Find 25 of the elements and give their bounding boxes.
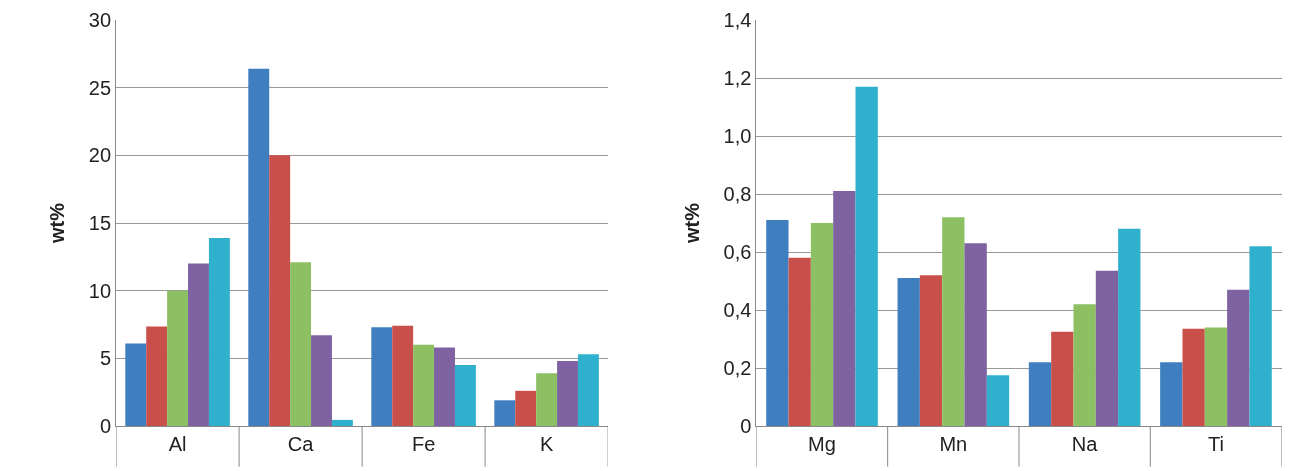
y-tick-label: 0,4 [723, 299, 752, 321]
x-tick-label: Fe [411, 433, 436, 455]
y-tick-label: 1,0 [723, 125, 752, 147]
y-tick-label: 1,2 [723, 67, 752, 89]
y-tick-label: 1,4 [723, 9, 752, 31]
y-tick-label: 5 [99, 347, 112, 370]
x-tick-label: Al [168, 433, 187, 455]
y-tick-label: 0 [740, 415, 752, 437]
x-tick-label: K [539, 433, 554, 455]
y-axis-title: wt% [46, 202, 69, 244]
y-tick-label: 20 [88, 144, 112, 167]
y-tick-label: 0,6 [723, 241, 752, 263]
x-tick-label: Mn [939, 433, 968, 455]
x-tick-label: Ca [287, 433, 315, 455]
x-tick-label: Ti [1207, 433, 1224, 455]
y-tick-label: 10 [88, 279, 112, 302]
y-tick-label: 30 [88, 9, 112, 31]
y-tick-label: 15 [88, 212, 112, 234]
y-axis-title: wt% [681, 202, 704, 244]
y-tick-label: 0,8 [723, 183, 752, 205]
x-tick-label: Mg [808, 433, 836, 455]
y-tick-label: 0 [99, 415, 112, 437]
y-tick-label: 25 [88, 76, 112, 99]
x-tick-label: Na [1071, 433, 1099, 455]
y-tick-label: 0,2 [723, 357, 752, 379]
